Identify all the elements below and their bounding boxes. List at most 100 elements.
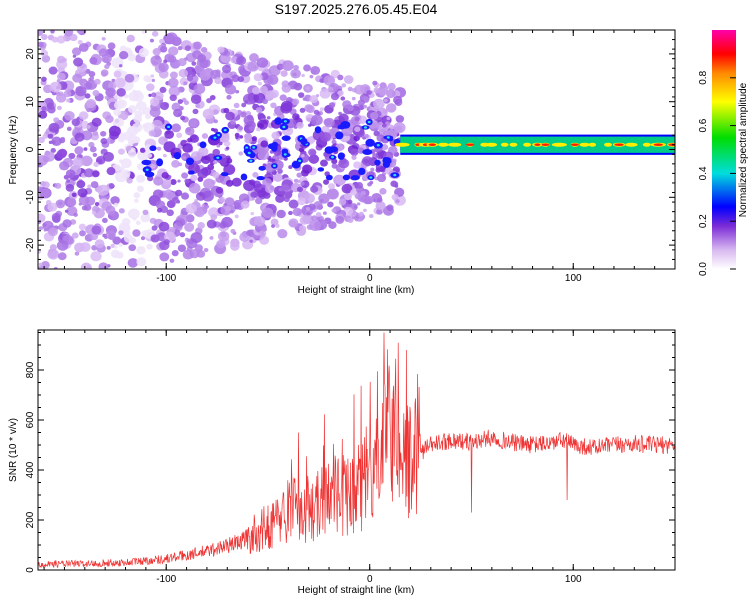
spectrogram-noise-blob <box>102 151 114 162</box>
spectrogram-noise-blob <box>118 208 125 214</box>
spectrogram-noise-blob <box>310 185 319 193</box>
spectrogram-noise-blob <box>119 45 128 53</box>
spectrogram-noise-blob <box>132 89 137 94</box>
spectrogram-noise-blob <box>330 92 340 101</box>
spectrogram-noise-blob <box>191 73 196 77</box>
spectrogram-noise-blob <box>135 116 140 121</box>
spectrogram-noise-blob <box>214 77 222 85</box>
spectrogram-noise-blob <box>373 98 385 110</box>
spectrogram-hotspot <box>188 170 195 175</box>
spectrogram-noise-blob <box>79 242 91 252</box>
spectrogram-noise-blob <box>320 220 328 227</box>
spectrogram-noise-blob <box>319 78 325 84</box>
spectrogram-noise-blob <box>230 242 240 251</box>
spectrogram-noise-blob <box>110 196 120 205</box>
spectrogram-noise-blob <box>327 76 335 84</box>
spectrogram-noise-blob <box>42 133 49 139</box>
carrier-peak <box>579 142 590 147</box>
spectrogram-noise-blob <box>181 172 189 179</box>
spectrogram-noise-blob <box>191 61 197 66</box>
spectrogram-noise-blob <box>189 119 198 128</box>
spectrogram-noise-blob <box>185 126 195 136</box>
spectrogram-noise-blob <box>238 126 243 131</box>
spectrogram-noise-blob <box>80 155 93 167</box>
spectrogram-noise-blob <box>212 148 221 156</box>
spectrogram-noise-blob <box>40 49 48 57</box>
spectrogram-noise-blob <box>97 184 110 196</box>
spectrogram-noise-blob <box>47 202 58 212</box>
spectrogram-hotspot-core <box>386 136 390 139</box>
spectrogram-noise-blob <box>219 222 227 229</box>
spectrogram-noise-blob <box>136 245 146 255</box>
spectrogram-noise-blob <box>39 180 47 187</box>
spectrogram-noise-blob <box>68 152 76 160</box>
spectrogram-noise-blob <box>78 223 86 231</box>
spectrogram-noise-blob <box>288 199 299 209</box>
spectrogram-noise-blob <box>76 180 86 189</box>
spectrogram-noise-blob <box>350 189 357 196</box>
spectrogram-noise-blob <box>199 70 211 81</box>
spectrogram-noise-blob <box>225 206 232 212</box>
spectrogram-noise-blob <box>379 188 387 195</box>
spectrogram-noise-blob <box>328 221 337 229</box>
spectrogram-noise-blob <box>38 30 44 37</box>
spectrogram-noise-blob <box>182 249 194 260</box>
spectrogram-noise-blob <box>113 245 118 249</box>
spectrogram-noise-blob <box>143 75 151 83</box>
spectrogram-noise-blob <box>208 207 220 218</box>
spectrogram-noise-blob <box>184 45 192 52</box>
spectrogram-noise-blob <box>66 198 77 207</box>
spectrogram-hotspot <box>342 174 351 181</box>
spectrogram-noise-blob <box>66 179 71 183</box>
spectrogram-noise-blob <box>48 227 58 237</box>
spectrogram-noise-blob <box>320 132 331 142</box>
spectrogram-noise-blob <box>86 124 91 129</box>
spectrogram-noise-blob <box>92 130 99 136</box>
spectrogram-noise-blob <box>210 214 218 221</box>
carrier-peak <box>588 142 597 147</box>
spectrogram-hotspot <box>281 135 291 141</box>
spectrogram-noise-blob <box>133 192 141 199</box>
carrier-peak-core <box>534 143 541 147</box>
snr-xlabel: Height of straight line (km) <box>298 585 415 596</box>
spectrogram-noise-blob <box>51 36 59 43</box>
spectrogram-noise-blob <box>257 190 266 198</box>
spectrogram-noise-blob <box>132 229 141 237</box>
spectrogram-noise-blob <box>177 99 183 104</box>
spectrogram-noise-blob <box>237 76 245 83</box>
spectrogram-noise-blob <box>280 70 288 77</box>
spectrogram-noise-blob <box>136 185 144 193</box>
spectrogram-noise-blob <box>179 232 186 238</box>
spectrogram-noise-blob <box>305 206 311 211</box>
spectrogram-noise-blob <box>48 122 60 133</box>
spectrogram-noise-blob <box>335 215 345 224</box>
spectrogram-noise-blob <box>89 146 97 153</box>
spectrogram-noise-blob <box>253 216 266 227</box>
spectrogram-noise-blob <box>310 114 323 126</box>
spectrogram-noise-blob <box>271 224 275 228</box>
spectrogram-noise-blob <box>341 183 353 194</box>
spectrogram-noise-blob <box>356 202 361 206</box>
spectrogram-noise-blob <box>327 86 334 93</box>
spectrogram-noise-blob <box>138 47 149 58</box>
spectrogram-noise-blob <box>233 102 240 109</box>
spectrogram-noise-blob <box>372 80 378 86</box>
spectrogram-noise-blob <box>177 179 181 183</box>
spectrogram-noise-blob <box>357 99 365 106</box>
spectrogram-noise-blob <box>77 39 83 45</box>
spectrogram-noise-blob <box>326 188 339 200</box>
spectrogram-noise-blob <box>152 47 161 56</box>
spectrogram-noise-blob <box>281 60 294 71</box>
spectrogram-noise-blob <box>71 47 82 56</box>
spectrogram-noise-blob <box>54 182 62 189</box>
spectrogram-hotspot <box>173 152 182 160</box>
spectrogram-noise-blob <box>239 135 244 139</box>
spectrogram-noise-blob <box>353 161 362 169</box>
spectrogram-noise-blob <box>156 146 162 151</box>
spectrogram-noise-blob <box>148 93 152 97</box>
spectrogram-noise-blob <box>152 189 164 199</box>
spectrogram-noise-blob <box>354 218 359 222</box>
spectrogram-noise-blob <box>123 234 134 243</box>
spectrogram-noise-blob <box>257 122 265 129</box>
